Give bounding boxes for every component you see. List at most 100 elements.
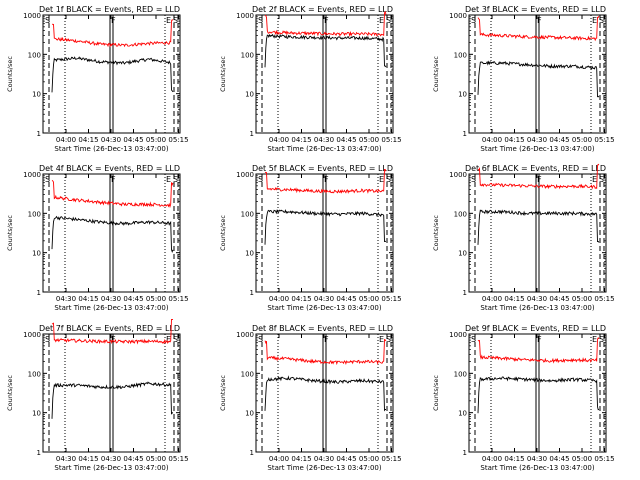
- marker-label-e: E: [592, 175, 597, 184]
- y-tick-label: 100: [454, 370, 467, 378]
- chart-panel: Det 1f BLACK = Events, RED = LLD Counts/s…: [6, 5, 189, 153]
- lld-series-line: [264, 10, 387, 38]
- marker-label-f: F: [537, 16, 542, 25]
- y-tick-label: 100: [454, 51, 467, 59]
- x-tick-label: 05:00: [359, 455, 379, 463]
- marker-label-s: S: [258, 175, 263, 184]
- marker-label-s-right: S: [173, 175, 178, 184]
- chart-title: Det 4f BLACK = Events, RED = LLD: [39, 164, 180, 173]
- x-tick-label: 04:30: [101, 136, 121, 144]
- y-tick-label: 1: [463, 130, 467, 138]
- events-series-line: [477, 60, 600, 98]
- lld-series-line: [264, 169, 387, 194]
- marker-label-s-right: S: [599, 175, 604, 184]
- y-axis-label: Counts/sec: [219, 215, 227, 251]
- marker-label-s: S: [45, 16, 50, 25]
- x-tick-label: 05:15: [594, 136, 614, 144]
- marker-label-s: S: [258, 16, 263, 25]
- plot-frame: [468, 14, 607, 134]
- y-tick-label: 10: [245, 91, 254, 99]
- plot-frame: [468, 173, 607, 293]
- x-tick-label: 04:15: [504, 295, 524, 303]
- x-tick-label: 04:45: [336, 136, 356, 144]
- chart-title: Det 8f BLACK = Events, RED = LLD: [252, 324, 393, 333]
- events-series-line: [264, 209, 387, 245]
- marker-label-s: S: [471, 335, 476, 344]
- marker-label-s: S: [471, 175, 476, 184]
- y-tick-label: 1000: [236, 12, 254, 20]
- chart-panel: Det 4f BLACK = Events, RED = LLD Counts/s…: [6, 164, 189, 312]
- y-axis-label: Counts/sec: [432, 375, 440, 411]
- x-tick-label: 04:00: [269, 455, 289, 463]
- marker-label-f: F: [111, 175, 116, 184]
- x-tick-label: 04:30: [314, 136, 334, 144]
- x-tick-label: 04:00: [482, 455, 502, 463]
- x-tick-label: 04:00: [482, 136, 502, 144]
- marker-label-e: E: [166, 335, 171, 344]
- x-tick-label: 04:30: [101, 295, 121, 303]
- y-tick-label: 1: [463, 449, 467, 457]
- marker-label-e: E: [166, 16, 171, 25]
- x-axis-label: Start Time (26-Dec-13 03:47:00): [267, 464, 381, 472]
- x-tick-label: 04:15: [504, 455, 524, 463]
- x-tick-label: 05:15: [168, 136, 188, 144]
- y-tick-label: 1000: [449, 171, 467, 179]
- marker-label-e: E: [592, 335, 597, 344]
- marker-label-f: F: [111, 16, 116, 25]
- events-series-line: [264, 375, 386, 412]
- chart-panel: Det 6f BLACK = Events, RED = LLD Counts/s…: [432, 163, 615, 312]
- y-axis-label: Counts/sec: [219, 56, 227, 92]
- chart-panel: Det 2f BLACK = Events, RED = LLD Counts/s…: [219, 5, 402, 153]
- x-tick-label: 05:00: [146, 455, 166, 463]
- lld-series-line: [51, 318, 174, 345]
- y-axis-label: Counts/sec: [432, 215, 440, 251]
- x-tick-label: 05:15: [381, 295, 401, 303]
- chart-panel: Det 7f BLACK = Events, RED = LLD Counts/s…: [6, 318, 189, 472]
- marker-label-s-right: S: [386, 175, 391, 184]
- y-axis-label: Counts/sec: [432, 56, 440, 92]
- events-series-line: [51, 381, 174, 419]
- y-tick-label: 1000: [23, 171, 41, 179]
- y-tick-label: 1: [250, 289, 254, 297]
- x-tick-label: 05:15: [168, 455, 188, 463]
- x-tick-label: 04:45: [549, 136, 569, 144]
- plot-frame: [468, 333, 607, 453]
- x-tick-label: 04:15: [291, 455, 311, 463]
- x-tick-label: 05:00: [572, 295, 592, 303]
- x-axis-label: Start Time (26-Dec-13 03:47:00): [480, 145, 594, 153]
- x-tick-label: 05:15: [381, 455, 401, 463]
- chart-panel: Det 5f BLACK = Events, RED = LLD Counts/s…: [219, 164, 402, 312]
- y-tick-label: 1: [37, 130, 41, 138]
- x-tick-label: 05:00: [146, 295, 166, 303]
- chart-panel: Det 9f BLACK = Events, RED = LLD Counts/s…: [432, 324, 615, 472]
- x-tick-label: 05:15: [594, 455, 614, 463]
- chart-title: Det 2f BLACK = Events, RED = LLD: [252, 5, 393, 14]
- x-tick-label: 04:15: [291, 295, 311, 303]
- x-tick-label: 04:45: [336, 295, 356, 303]
- x-tick-label: 04:30: [314, 295, 334, 303]
- lld-series-line: [51, 180, 174, 209]
- y-tick-label: 100: [241, 51, 254, 59]
- events-series-line: [477, 209, 600, 245]
- y-tick-label: 10: [245, 410, 254, 418]
- y-tick-label: 1: [250, 130, 254, 138]
- x-axis-label: Start Time (26-Dec-13 03:47:00): [480, 464, 594, 472]
- y-tick-label: 1: [250, 449, 254, 457]
- events-series-line: [264, 33, 387, 68]
- marker-label-s-right: S: [173, 335, 178, 344]
- lld-series-line: [477, 15, 600, 42]
- chart-title: Det 6f BLACK = Events, RED = LLD: [465, 164, 606, 173]
- marker-label-f: F: [537, 335, 542, 344]
- x-tick-label: 04:00: [269, 295, 289, 303]
- y-tick-label: 10: [32, 91, 41, 99]
- x-axis-label: Start Time (26-Dec-13 03:47:00): [54, 304, 168, 312]
- y-tick-label: 1000: [236, 331, 254, 339]
- y-tick-label: 1: [463, 289, 467, 297]
- chart-title: Det 7f BLACK = Events, RED = LLD: [39, 324, 180, 333]
- lld-series-line: [264, 338, 387, 366]
- x-tick-label: 04:45: [336, 455, 356, 463]
- plot-frame: [42, 173, 181, 293]
- marker-label-s-right: S: [599, 16, 604, 25]
- marker-label-s: S: [471, 16, 476, 25]
- x-tick-label: 04:45: [123, 295, 143, 303]
